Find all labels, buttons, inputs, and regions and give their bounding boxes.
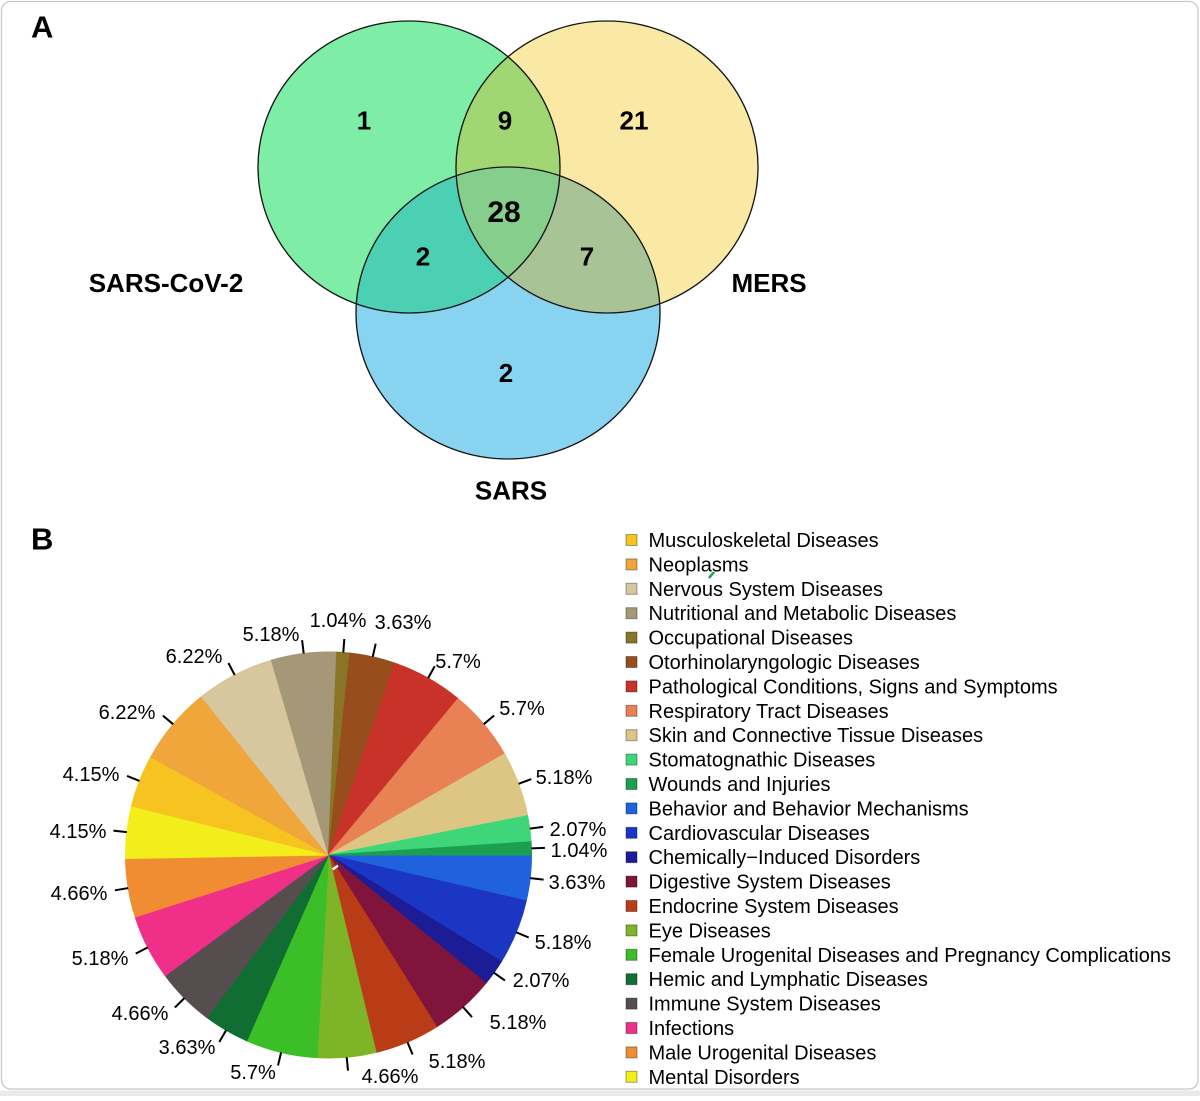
svg-text:5.7%: 5.7% [499,698,545,720]
svg-text:4.15%: 4.15% [63,764,120,786]
svg-text:4.66%: 4.66% [362,1066,419,1088]
svg-text:4.66%: 4.66% [112,1003,169,1025]
svg-text:A: A [31,10,53,45]
svg-text:3.63%: 3.63% [375,612,432,634]
svg-text:Infections: Infections [649,1018,735,1040]
svg-text:5.18%: 5.18% [243,624,300,646]
svg-text:9: 9 [498,106,512,136]
svg-text:21: 21 [620,106,649,136]
svg-text:2: 2 [416,242,430,272]
svg-text:Wounds and Injuries: Wounds and Injuries [649,774,831,796]
svg-text:Mental Disorders: Mental Disorders [649,1067,800,1089]
svg-text:2: 2 [499,358,513,388]
svg-text:1.04%: 1.04% [551,840,608,862]
svg-text:2.07%: 2.07% [513,970,570,992]
svg-text:4.66%: 4.66% [51,883,108,905]
svg-text:5.18%: 5.18% [535,932,592,954]
svg-text:Neoplasms: Neoplasms [649,554,749,576]
svg-text:Cardiovascular Diseases: Cardiovascular Diseases [649,823,870,845]
svg-text:Chemically−Induced Disorders: Chemically−Induced Disorders [649,847,921,869]
svg-text:MERS: MERS [731,268,806,298]
svg-text:6.22%: 6.22% [166,646,223,668]
svg-text:Pathological Conditions, Signs: Pathological Conditions, Signs and Sympt… [649,676,1058,698]
svg-text:Occupational Diseases: Occupational Diseases [649,628,854,650]
svg-text:6.22%: 6.22% [99,702,156,724]
svg-text:SARS: SARS [475,476,547,506]
svg-text:Immune System Diseases: Immune System Diseases [649,994,881,1016]
svg-text:5.18%: 5.18% [429,1051,486,1073]
svg-text:Nervous System Diseases: Nervous System Diseases [649,579,884,601]
svg-text:B: B [31,522,53,557]
svg-text:Female Urogenital Diseases and: Female Urogenital Diseases and Pregnancy… [649,945,1171,967]
svg-text:Skin and Connective Tissue Dis: Skin and Connective Tissue Diseases [649,725,984,747]
svg-text:1.04%: 1.04% [310,610,367,632]
svg-text:3.63%: 3.63% [549,872,606,894]
svg-text:Hemic and Lymphatic Diseases: Hemic and Lymphatic Diseases [649,969,928,991]
svg-text:Musculoskeletal Diseases: Musculoskeletal Diseases [649,530,879,552]
svg-text:5.18%: 5.18% [490,1012,547,1034]
svg-text:Eye Diseases: Eye Diseases [649,920,771,942]
svg-text:Nutritional and Metabolic Dise: Nutritional and Metabolic Diseases [649,603,957,625]
svg-text:5.7%: 5.7% [230,1062,276,1084]
svg-text:5.18%: 5.18% [536,767,593,789]
svg-text:Digestive System Diseases: Digestive System Diseases [649,872,891,894]
svg-text:SARS-CoV-2: SARS-CoV-2 [89,268,244,298]
svg-text:3.63%: 3.63% [159,1037,216,1059]
svg-text:5.18%: 5.18% [72,948,129,970]
svg-text:7: 7 [580,242,594,272]
svg-text:4.15%: 4.15% [50,821,107,843]
svg-text:5.7%: 5.7% [435,651,481,673]
svg-text:Respiratory Tract Diseases: Respiratory Tract Diseases [649,701,889,723]
svg-text:Stomatognathic Diseases: Stomatognathic Diseases [649,750,876,772]
svg-text:Endocrine System Diseases: Endocrine System Diseases [649,896,899,918]
svg-text:28: 28 [487,196,520,229]
svg-text:Otorhinolaryngologic Diseases: Otorhinolaryngologic Diseases [649,652,920,674]
svg-text:2.07%: 2.07% [550,819,607,841]
svg-text:Behavior and Behavior Mechanis: Behavior and Behavior Mechanisms [649,798,969,820]
svg-text:Male Urogenital Diseases: Male Urogenital Diseases [649,1042,877,1064]
svg-text:1: 1 [357,106,371,136]
